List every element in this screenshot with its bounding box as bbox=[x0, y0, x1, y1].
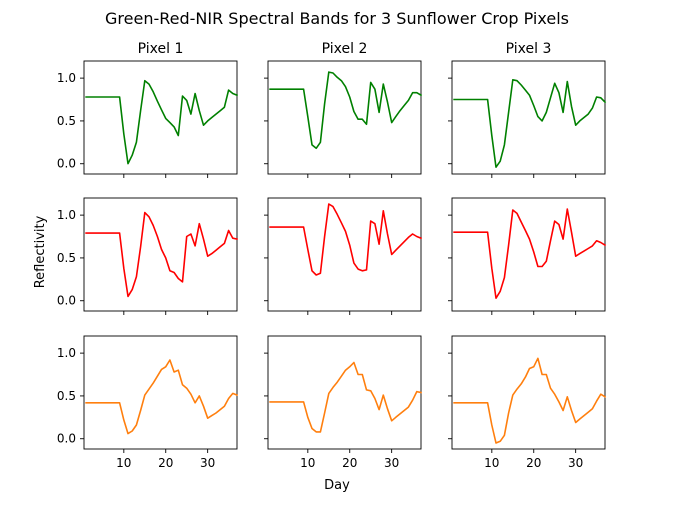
y-tick-label: 1.0 bbox=[57, 71, 76, 85]
series-line-red bbox=[453, 208, 607, 300]
x-axis-label: Day bbox=[324, 478, 350, 493]
axes-frame bbox=[83, 197, 238, 312]
series-line-nir bbox=[453, 357, 607, 444]
axes-frame bbox=[267, 197, 422, 312]
series-line-nir bbox=[269, 361, 422, 433]
column-title: Pixel 3 bbox=[506, 41, 552, 57]
panel-red-3 bbox=[448, 197, 607, 315]
y-tick-label: 0.5 bbox=[57, 114, 76, 128]
axes-frame bbox=[267, 60, 422, 175]
panel-green-3: Pixel 3 bbox=[448, 41, 607, 178]
x-tick-label: 20 bbox=[158, 456, 173, 470]
y-tick-label: 0.5 bbox=[57, 389, 76, 403]
series-line-red bbox=[269, 203, 423, 276]
x-tick-label: 30 bbox=[384, 456, 399, 470]
y-tick-label: 0.0 bbox=[57, 157, 76, 171]
panel-green-1: Pixel 1 0.0 0.5 1.0 bbox=[57, 41, 239, 178]
axes-frame bbox=[83, 335, 238, 450]
axes-frame bbox=[267, 335, 422, 450]
series-line-green bbox=[269, 71, 423, 150]
panel-nir-2: 10 20 30 bbox=[264, 335, 422, 470]
x-tick-label: 20 bbox=[526, 456, 541, 470]
x-tick-label: 30 bbox=[200, 456, 215, 470]
axes-frame bbox=[83, 60, 238, 175]
axes-frame bbox=[451, 335, 606, 450]
y-tick-label: 1.0 bbox=[57, 346, 76, 360]
panel-green-2: Pixel 2 bbox=[264, 41, 423, 178]
series-line-red bbox=[85, 211, 238, 298]
x-tick-label: 10 bbox=[300, 456, 315, 470]
axes-frame bbox=[451, 197, 606, 312]
panel-nir-1: 0.0 0.5 1.0 10 20 30 bbox=[57, 335, 239, 470]
panel-red-2 bbox=[264, 197, 423, 315]
y-tick-label: 0.5 bbox=[57, 251, 76, 265]
x-tick-label: 10 bbox=[116, 456, 131, 470]
column-title: Pixel 2 bbox=[322, 41, 368, 57]
y-tick-label: 0.0 bbox=[57, 432, 76, 446]
panel-red-1: 0.0 0.5 1.0 bbox=[57, 197, 238, 315]
x-tick-label: 10 bbox=[484, 456, 499, 470]
series-line-green bbox=[85, 79, 239, 165]
y-tick-label: 0.0 bbox=[57, 294, 76, 308]
x-tick-label: 20 bbox=[342, 456, 357, 470]
series-line-nir bbox=[85, 359, 239, 435]
series-line-green bbox=[453, 79, 607, 168]
x-tick-label: 30 bbox=[568, 456, 583, 470]
column-title: Pixel 1 bbox=[138, 41, 184, 57]
y-axis-label: Reflectivity bbox=[33, 215, 48, 288]
y-tick-label: 1.0 bbox=[57, 208, 76, 222]
axes-frame bbox=[451, 60, 606, 175]
figure-title: Green-Red-NIR Spectral Bands for 3 Sunfl… bbox=[105, 9, 569, 28]
panel-nir-3: 10 20 30 bbox=[448, 335, 607, 470]
